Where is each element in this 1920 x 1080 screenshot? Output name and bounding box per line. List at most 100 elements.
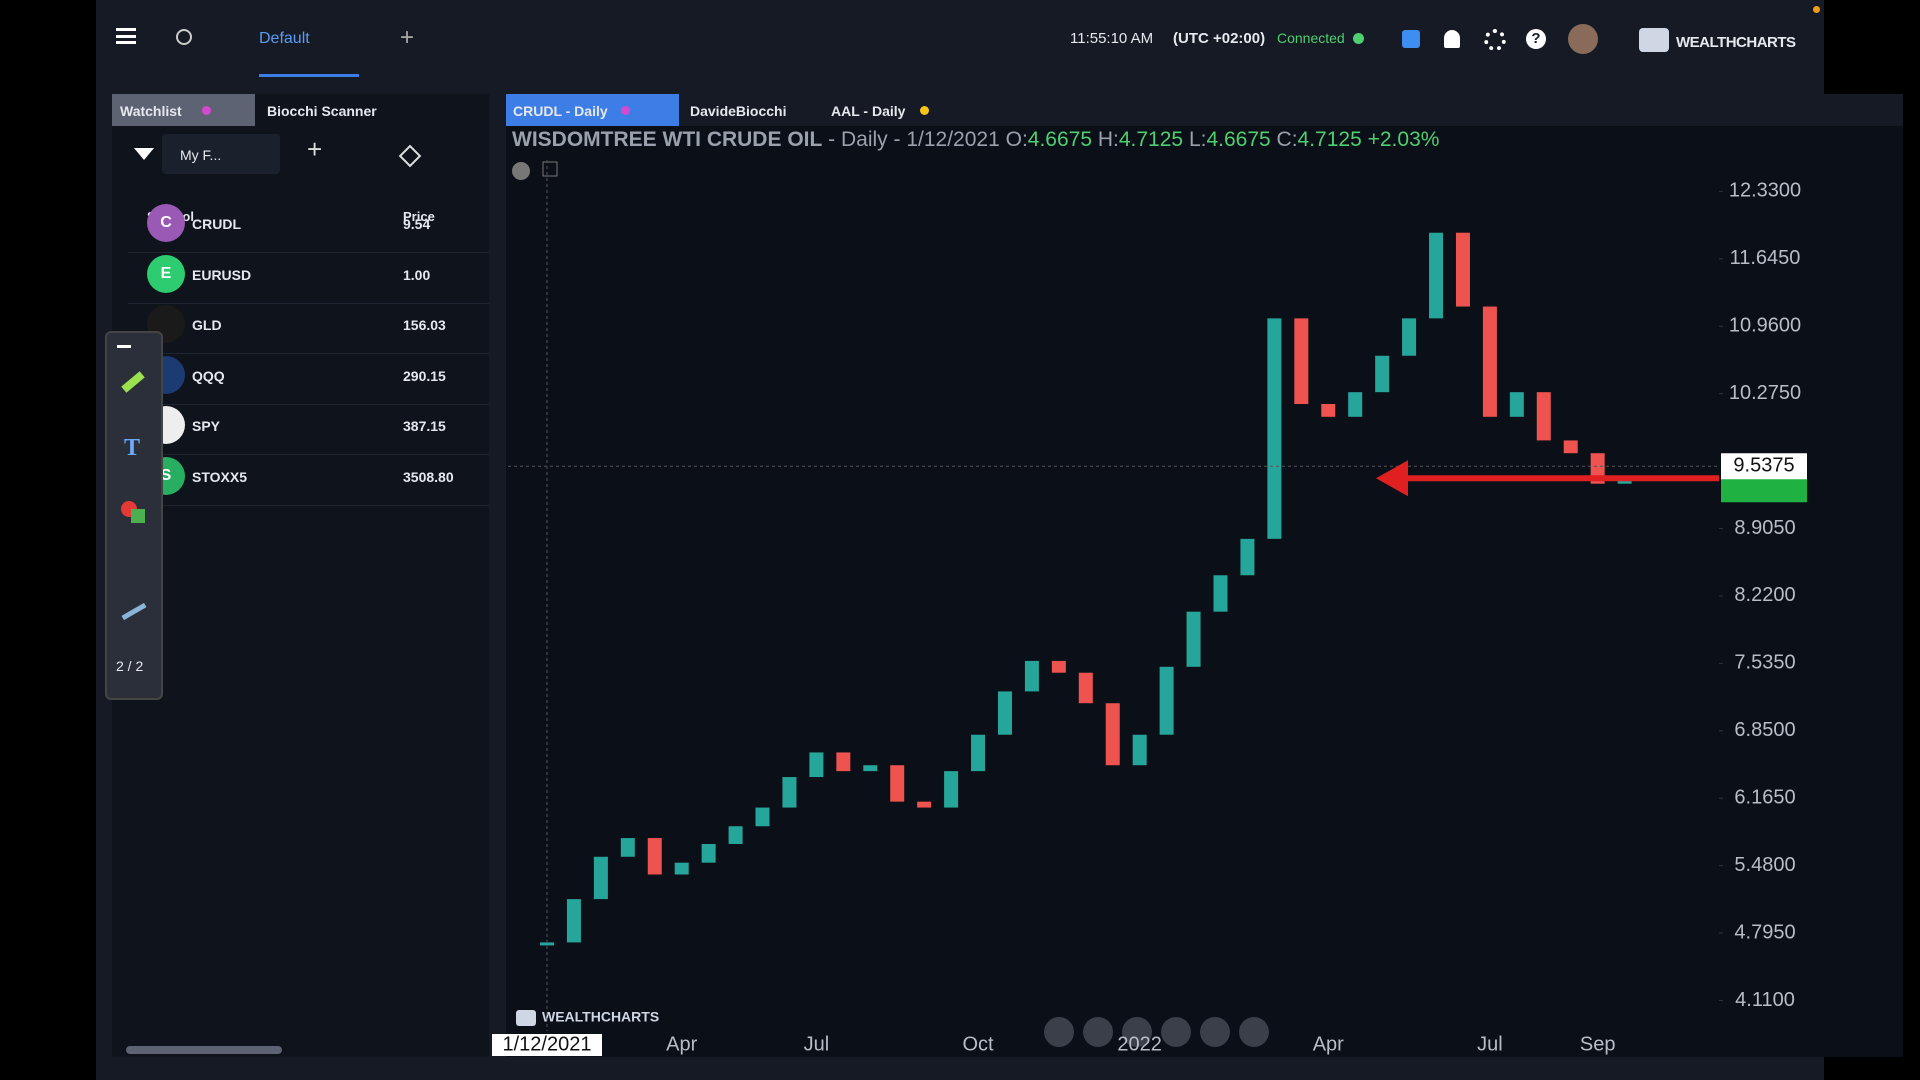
list-select[interactable] bbox=[162, 134, 280, 174]
add-symbol[interactable]: + bbox=[307, 134, 323, 164]
save-icon[interactable] bbox=[1402, 30, 1420, 48]
ohlc-header: WISDOMTREE WTI CRUDE OIL - Daily - 1/12/… bbox=[512, 128, 1439, 152]
timezone: (UTC +02:00) bbox=[1173, 30, 1266, 47]
ohlc-value: 4.6675 bbox=[1206, 128, 1271, 151]
chart-tab-active[interactable] bbox=[506, 94, 679, 126]
avatar[interactable] bbox=[1568, 24, 1598, 54]
app: Default + 11:55:10 AM (UTC +02:00) Conne… bbox=[96, 0, 1903, 1080]
candle bbox=[1455, 232, 1470, 307]
tab-label[interactable]: Biocchi Scanner bbox=[267, 103, 377, 119]
settings-icon[interactable] bbox=[1484, 29, 1506, 51]
nav-button[interactable] bbox=[1239, 1017, 1269, 1047]
alerts-icon[interactable] bbox=[1444, 30, 1460, 48]
tab-underline bbox=[259, 74, 359, 77]
candle bbox=[1429, 232, 1444, 319]
symbol-icon: E bbox=[147, 254, 185, 293]
nav-button[interactable] bbox=[1122, 1017, 1152, 1047]
candle bbox=[728, 826, 743, 844]
candle bbox=[540, 942, 554, 946]
y-tick-label: 11.6450 bbox=[1730, 247, 1801, 269]
interval: - Daily - 1/12/2021 bbox=[828, 128, 1000, 151]
watermark: WEALTHCHARTS bbox=[542, 1009, 659, 1025]
tab-dot bbox=[920, 106, 929, 115]
change: +2.03% bbox=[1367, 128, 1440, 151]
clock: 11:55:10 AM bbox=[1070, 30, 1154, 47]
candle bbox=[1105, 703, 1120, 766]
list-name[interactable]: My F... bbox=[180, 147, 222, 163]
candle bbox=[1267, 318, 1282, 539]
x-tick-label: Apr bbox=[666, 1033, 697, 1055]
price-marker-label: 9.5375 bbox=[1733, 455, 1794, 477]
candle bbox=[782, 777, 797, 808]
brand-name: WEALTHCHARTS bbox=[1676, 34, 1796, 51]
help-icon[interactable]: ? bbox=[1526, 29, 1546, 49]
candle bbox=[863, 765, 878, 772]
price: 156.03 bbox=[403, 317, 446, 333]
brand-logo bbox=[1639, 28, 1669, 52]
nav-button[interactable] bbox=[1161, 1017, 1191, 1047]
notification-dot bbox=[1813, 6, 1820, 13]
x-tick-label: Oct bbox=[962, 1033, 994, 1055]
price: 1.00 bbox=[403, 266, 431, 283]
row-divider bbox=[128, 302, 489, 304]
watchlist-tab[interactable] bbox=[112, 94, 255, 126]
chart-tool-icon[interactable] bbox=[512, 162, 530, 180]
chart-tab[interactable]: AAL - Daily bbox=[831, 103, 906, 119]
chart-tab[interactable]: CRUDL - Daily bbox=[513, 103, 608, 119]
row-divider bbox=[128, 353, 489, 354]
candle bbox=[620, 838, 635, 857]
nav-button[interactable] bbox=[1044, 1017, 1074, 1047]
date-badge bbox=[492, 1034, 602, 1056]
chart-tool-icon[interactable] bbox=[542, 161, 558, 177]
nav-button[interactable] bbox=[1083, 1017, 1113, 1047]
collapse-icon[interactable] bbox=[117, 345, 131, 348]
ohlc-value: 4.6675 bbox=[1027, 128, 1093, 151]
price: 387.15 bbox=[403, 418, 446, 434]
filter-icon[interactable] bbox=[134, 148, 154, 160]
ohlc-label: L: bbox=[1188, 128, 1207, 151]
candle bbox=[1375, 355, 1390, 393]
scrollbar bbox=[126, 1046, 282, 1054]
y-tick-label: 7.5350 bbox=[1734, 652, 1795, 674]
x-tick-label: 2022 bbox=[1117, 1033, 1162, 1055]
add-tab[interactable]: + bbox=[400, 24, 415, 51]
candle bbox=[755, 807, 770, 827]
layout-tab[interactable]: Default bbox=[259, 30, 310, 47]
connection-status: Connected bbox=[1277, 30, 1345, 46]
candle bbox=[997, 691, 1012, 735]
candle bbox=[1159, 666, 1174, 735]
symbol: QQQ bbox=[192, 367, 225, 384]
search-icon[interactable] bbox=[176, 29, 192, 45]
x-tick-label: 1/12/2021 bbox=[503, 1033, 592, 1055]
candle bbox=[1563, 440, 1578, 454]
symbol: EURUSD bbox=[192, 266, 252, 283]
arrow-head bbox=[1376, 460, 1408, 497]
x-tick-label: Jul bbox=[804, 1033, 830, 1055]
x-tick-label: Sep bbox=[1580, 1033, 1616, 1055]
symbol: CRUDL bbox=[192, 216, 241, 232]
candle bbox=[701, 843, 716, 863]
candle bbox=[1321, 403, 1336, 417]
candle bbox=[1213, 575, 1228, 612]
ohlc-label: H: bbox=[1097, 128, 1119, 151]
symbol: SPY bbox=[192, 418, 221, 434]
top-bar: Default + 11:55:10 AM (UTC +02:00) Conne… bbox=[96, 0, 1824, 78]
x-tick-label: Apr bbox=[1313, 1033, 1344, 1055]
tab-label[interactable]: Watchlist bbox=[120, 103, 182, 119]
nav-button[interactable] bbox=[1200, 1017, 1230, 1047]
chart-tab[interactable]: DavideBiocchi bbox=[690, 103, 787, 119]
y-tick-label: 6.8500 bbox=[1734, 719, 1795, 741]
tab-dot bbox=[202, 106, 211, 115]
text-tool[interactable]: T bbox=[124, 435, 141, 461]
ohlc-value: 4.7125 bbox=[1297, 128, 1362, 151]
candle bbox=[1509, 392, 1524, 417]
y-tick-label: 5.4800 bbox=[1734, 854, 1795, 876]
price: 9.54 bbox=[403, 216, 431, 232]
y-tick-label: 4.7950 bbox=[1734, 921, 1795, 943]
candle bbox=[1402, 318, 1417, 356]
candle bbox=[566, 899, 581, 943]
shape-tool-square bbox=[131, 509, 145, 523]
candle bbox=[674, 862, 689, 875]
menu-icon[interactable] bbox=[116, 28, 136, 44]
price-marker-box bbox=[1721, 453, 1807, 480]
